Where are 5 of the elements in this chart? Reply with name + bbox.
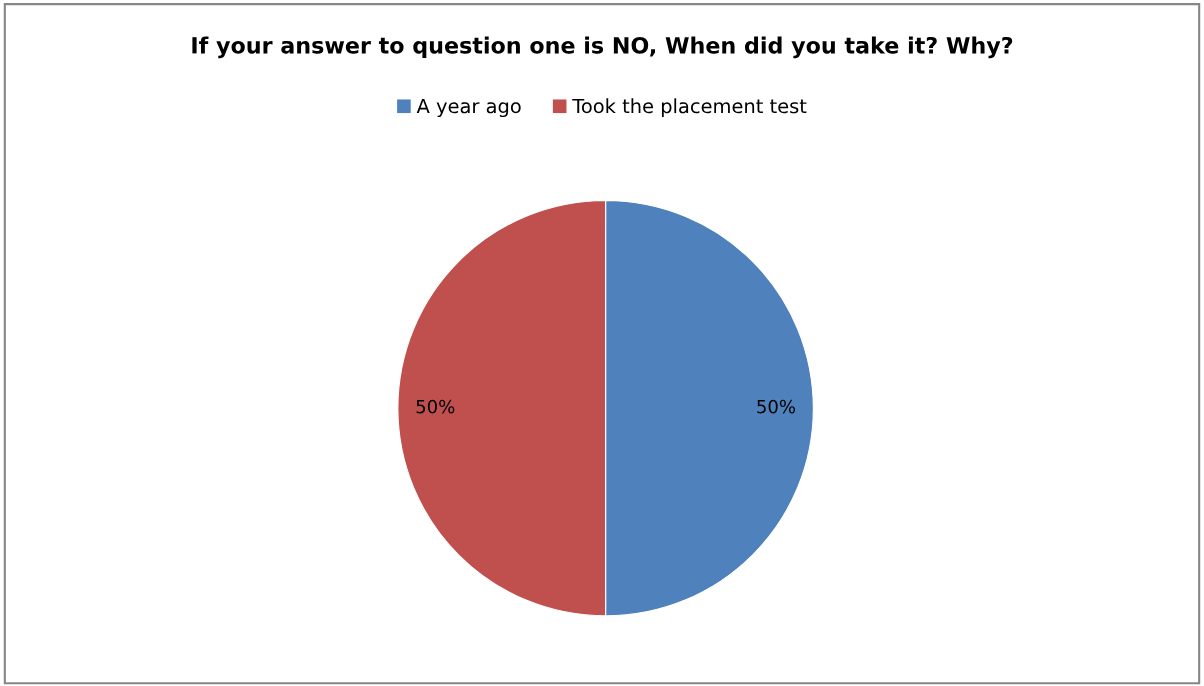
data-label: 50% [757,399,796,414]
legend-label: Took the placement test [572,98,807,118]
chart-title: If your answer to question one is NO, When did you take it? Why? [192,36,1013,59]
legend-label: A year ago [416,98,521,118]
data-label: 50% [416,399,455,414]
